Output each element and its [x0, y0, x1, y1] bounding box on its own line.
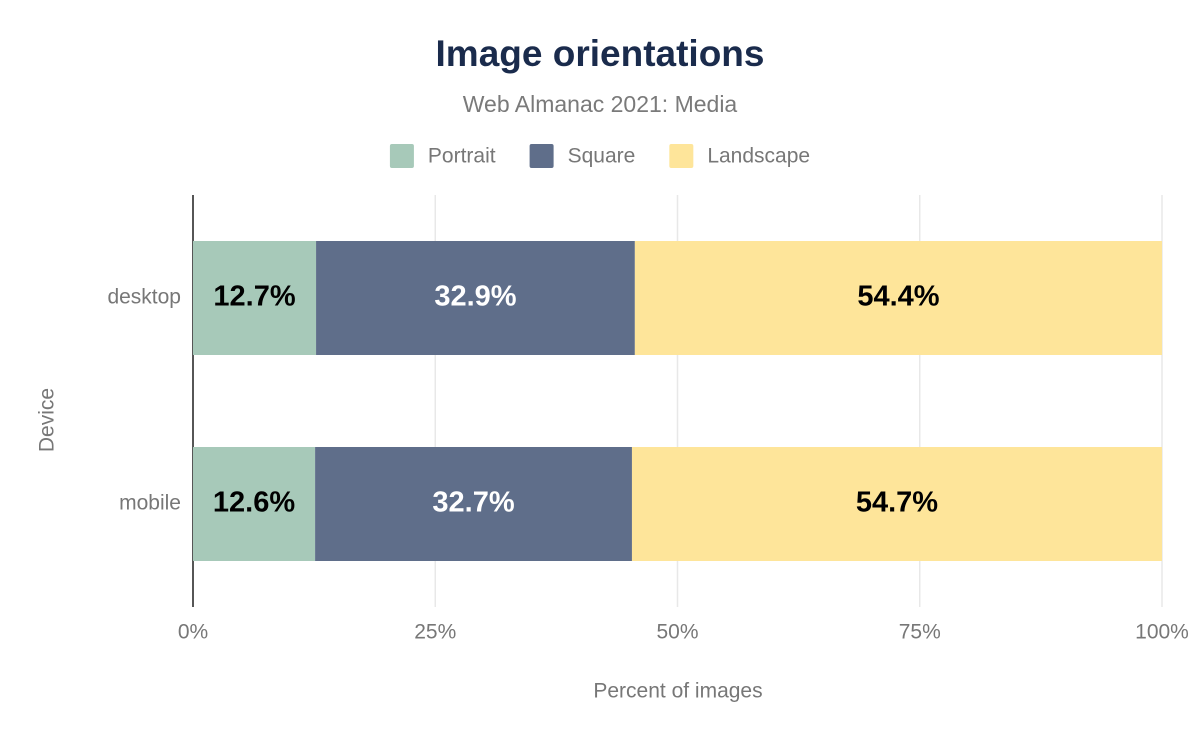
- legend-swatch: [669, 144, 694, 168]
- x-tick-label: 0%: [178, 621, 208, 644]
- legend-label: Landscape: [707, 145, 810, 168]
- legend-item: Square: [529, 144, 636, 168]
- legend-item: Landscape: [669, 144, 810, 168]
- x-axis-label: Percent of images: [593, 680, 762, 703]
- chart-title: Image orientations: [436, 33, 765, 74]
- data-label: 54.4%: [857, 281, 939, 313]
- chart-subtitle: Web Almanac 2021: Media: [463, 91, 738, 117]
- x-tick-label: 50%: [656, 621, 698, 644]
- x-tick-label: 75%: [899, 621, 941, 644]
- x-tick-label: 25%: [414, 621, 456, 644]
- data-label: 32.7%: [432, 487, 514, 519]
- bar-segment: [316, 241, 635, 355]
- bar-segment: [193, 447, 316, 561]
- data-label: 12.7%: [213, 281, 295, 313]
- bar-segment: [634, 241, 1162, 355]
- legend-swatch: [529, 144, 554, 168]
- y-tick-label: mobile: [119, 492, 181, 515]
- legend-item: Portrait: [389, 144, 496, 168]
- legend-label: Portrait: [428, 145, 496, 168]
- data-label: 12.6%: [213, 487, 295, 519]
- bar-segment: [193, 241, 317, 355]
- legend-label: Square: [568, 145, 636, 168]
- legend-swatch: [389, 144, 414, 168]
- y-axis-label: Device: [36, 388, 59, 452]
- bar-segment: [315, 447, 632, 561]
- y-tick-label: desktop: [107, 286, 181, 309]
- bar-segment: [631, 447, 1162, 561]
- data-label: 32.9%: [434, 281, 516, 313]
- x-tick-label: 100%: [1135, 621, 1189, 644]
- data-label: 54.7%: [856, 487, 938, 519]
